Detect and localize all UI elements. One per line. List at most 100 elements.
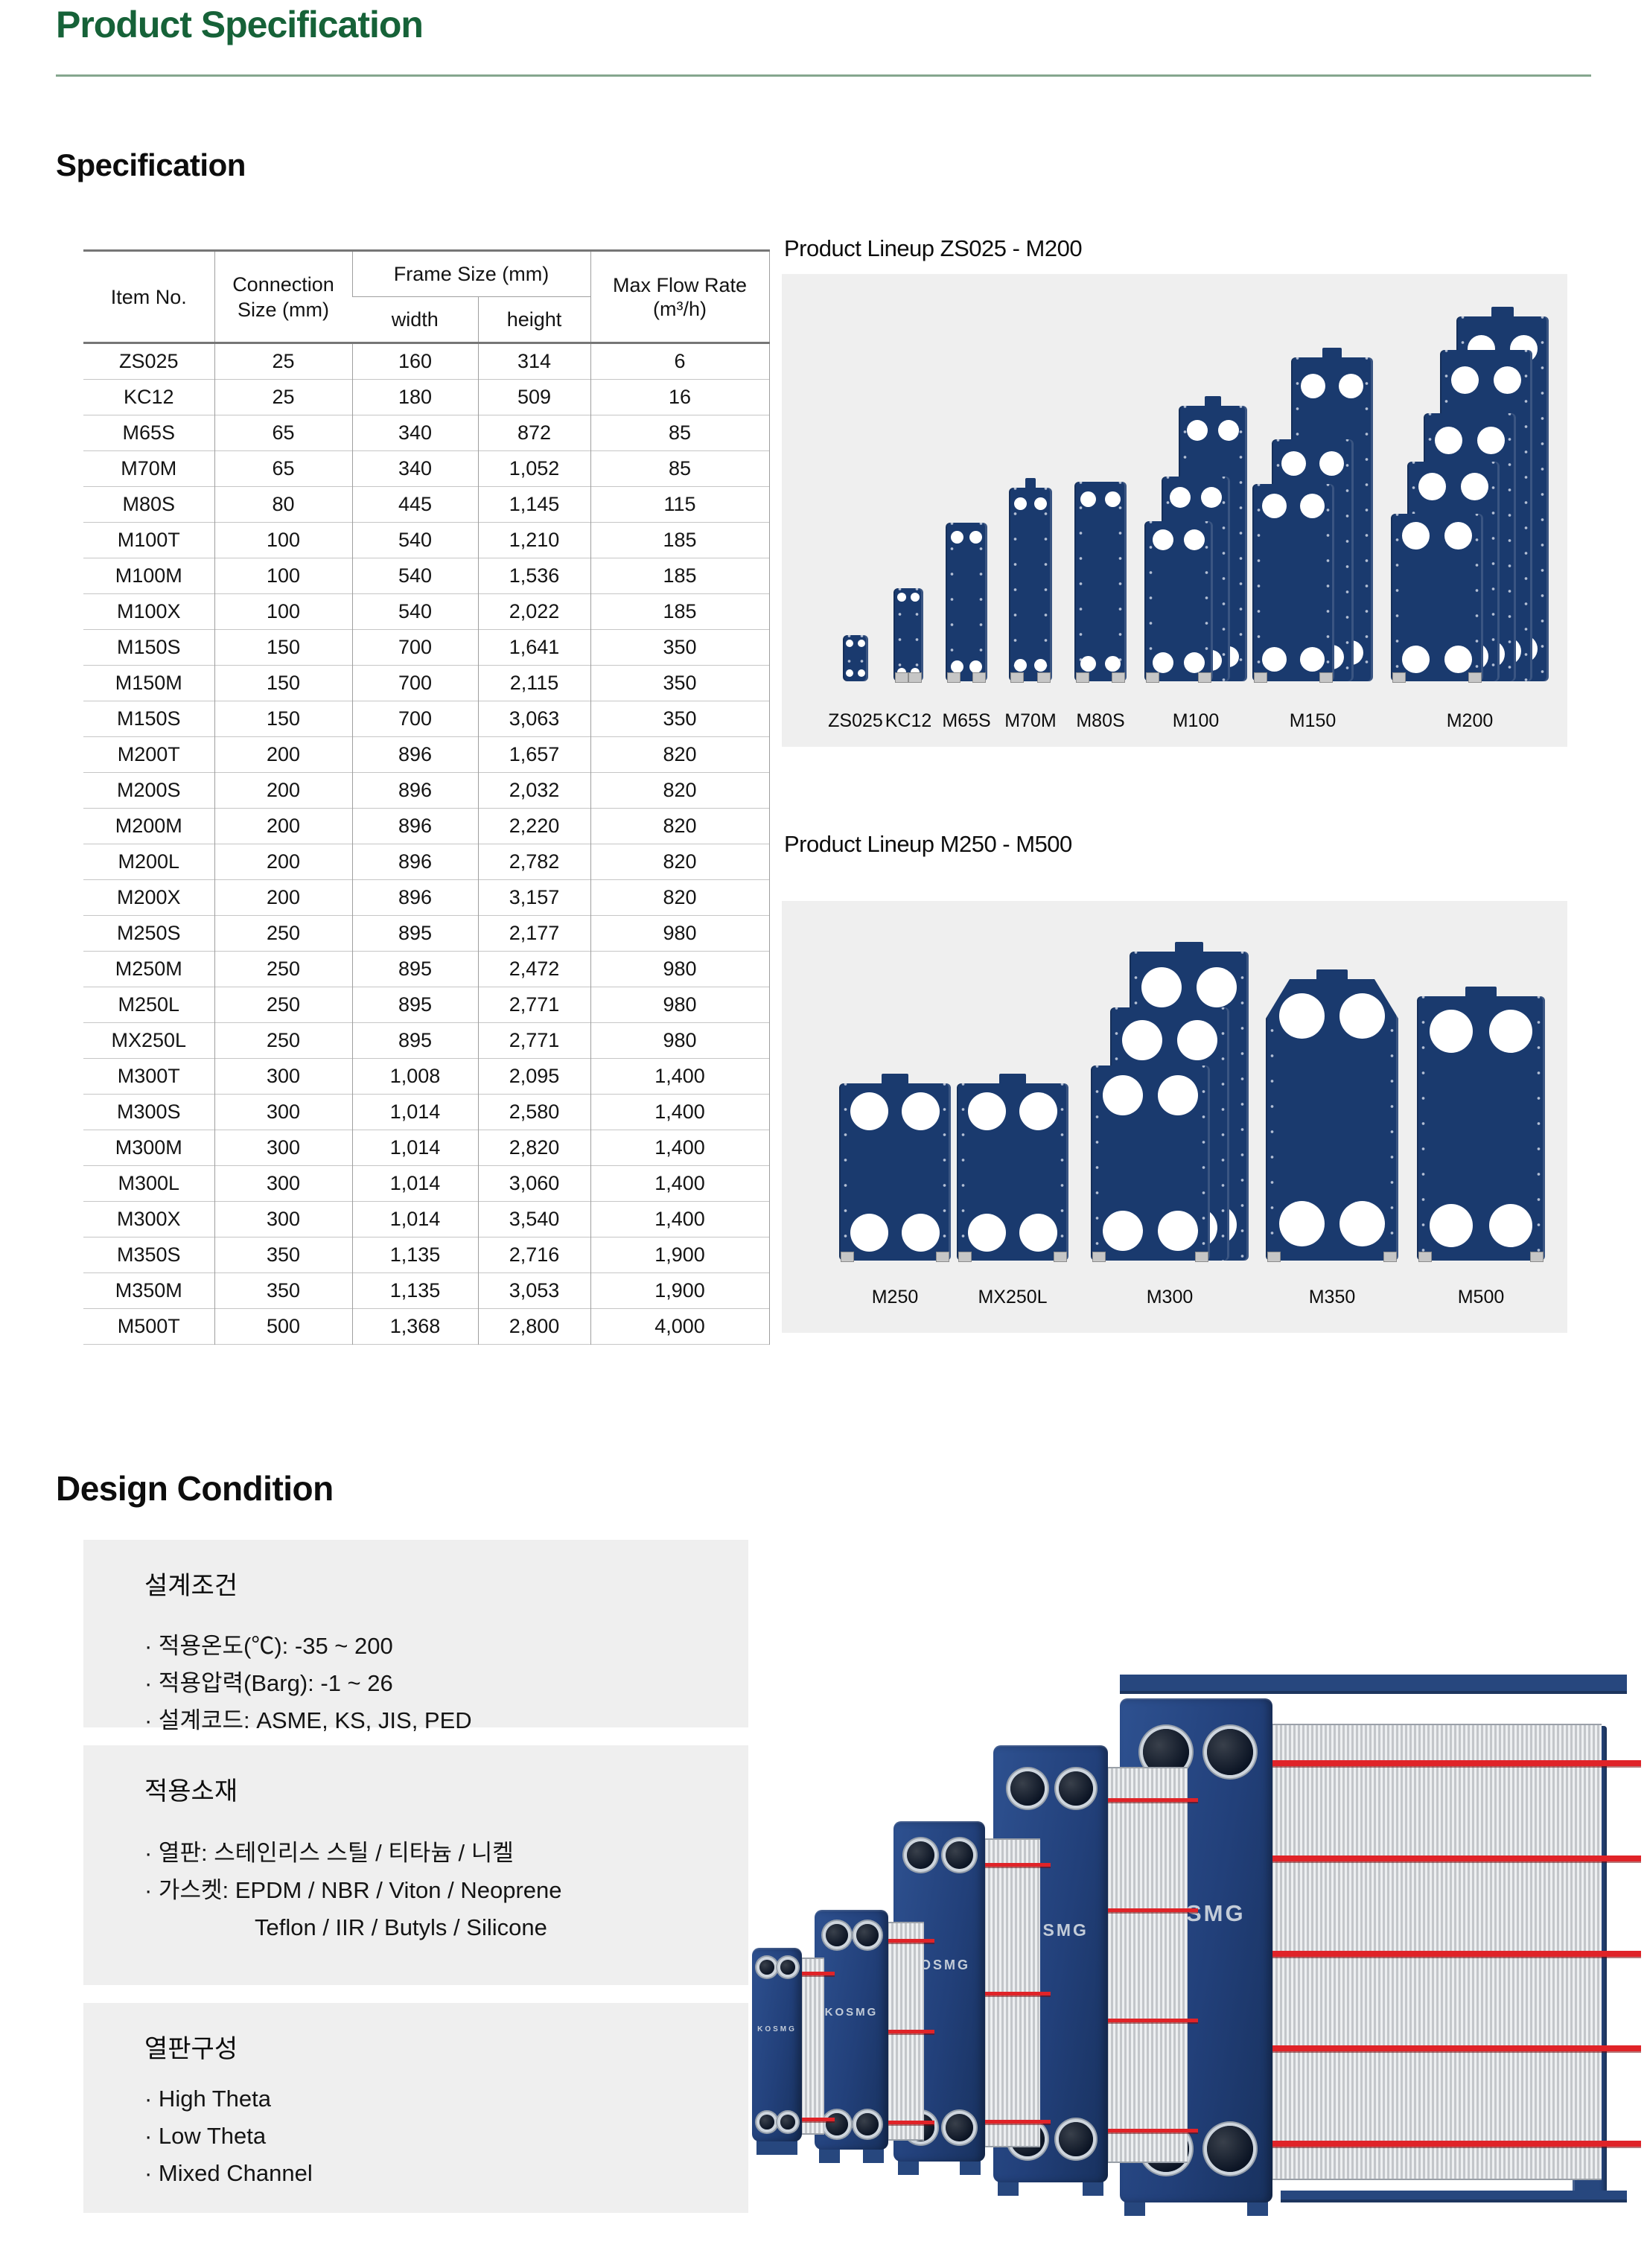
- tie-rod: [791, 1972, 835, 1975]
- frame-foot: [1083, 2179, 1103, 2196]
- plate-foot: [958, 1252, 972, 1262]
- table-cell: 350: [590, 629, 770, 666]
- frame-foot: [819, 2147, 840, 2163]
- top-nozzle-graphic: [1204, 396, 1222, 407]
- tie-rod: [1098, 2019, 1198, 2022]
- brand-logo: KOSMG: [824, 2006, 879, 2019]
- port-hole-icon: [1059, 1771, 1093, 1806]
- table-cell: M65S: [122, 421, 176, 444]
- table-cell: 896: [351, 879, 478, 916]
- port-hole-icon: [826, 2113, 848, 2135]
- table-cell: M150M: [115, 672, 182, 694]
- tie-rod: [975, 2120, 1051, 2124]
- table-cell: 65: [214, 415, 352, 451]
- port-hole-icon: [1019, 1092, 1057, 1130]
- table-row: MX250L 250 895 2,771 980: [83, 1022, 770, 1059]
- plate-foot: [1383, 1252, 1397, 1262]
- port-hole-icon: [780, 2115, 795, 2130]
- table-cell: M150S: [116, 707, 181, 730]
- table-cell: 896: [351, 736, 478, 773]
- port-hole-icon: [850, 1214, 888, 1252]
- plate-configuration-box-title: 열판구성: [144, 2035, 238, 2063]
- lineup-label: M80S: [1076, 710, 1125, 731]
- table-cell: M80S: [122, 493, 176, 515]
- table-cell: 115: [590, 486, 770, 523]
- table-cell: 700: [351, 629, 478, 666]
- table-cell: 100: [214, 522, 352, 558]
- top-nozzle-graphic: [882, 1074, 908, 1084]
- table-cell: 1,210: [477, 522, 590, 558]
- table-cell: 314: [477, 343, 590, 380]
- brand-logo: KOSMG: [757, 2025, 797, 2033]
- table-row: M300X 300 1,014 3,540 1,400: [83, 1201, 770, 1237]
- condition-item: · 적용압력(Barg): -1 ~ 26: [144, 1670, 393, 1696]
- table-cell: 200: [214, 736, 352, 773]
- table-cell: 160: [351, 343, 478, 380]
- plate-foot: [936, 1252, 949, 1262]
- port-hole-icon: [1141, 967, 1182, 1007]
- table-cell: 2,022: [477, 593, 590, 630]
- table-cell: 820: [590, 879, 770, 916]
- condition-item: · 열판: 스테인리스 스틸 / 티타늄 / 니켈: [144, 1840, 514, 1866]
- table-cell: 250: [214, 915, 352, 952]
- condition-item: · 설계코드: ASME, KS, JIS, PED: [144, 1707, 472, 1733]
- table-cell: 250: [214, 987, 352, 1023]
- port-hole-icon: [759, 1960, 774, 1975]
- lineup-label: KC12: [885, 710, 932, 731]
- table-cell: M500T: [117, 1315, 180, 1337]
- table-cell: 250: [214, 1022, 352, 1059]
- table-cell: M350S: [116, 1243, 181, 1266]
- port-hole-icon: [907, 1841, 934, 1869]
- tie-rod: [975, 1992, 1051, 1995]
- table-row: M350S 350 1,135 2,716 1,900: [83, 1237, 770, 1273]
- plate-graphic: [1009, 488, 1052, 681]
- port-hole-icon: [1059, 2122, 1093, 2156]
- table-row: M150M 150 700 2,115 350: [83, 665, 770, 701]
- port-hole-icon: [1158, 1211, 1198, 1251]
- plate-foot: [1146, 672, 1159, 683]
- table-cell: M250S: [116, 922, 181, 944]
- table-cell: M300S: [116, 1100, 181, 1123]
- table-row: M200T 200 896 1,657 820: [83, 736, 770, 773]
- table-cell: 25: [214, 343, 352, 380]
- table-cell: 350: [214, 1272, 352, 1309]
- frame-front-plate: KOSMG: [752, 1948, 802, 2141]
- port-hole-icon: [902, 1214, 940, 1252]
- port-hole-icon: [1494, 366, 1521, 394]
- port-hole-icon: [1301, 374, 1325, 398]
- col-header-max-flow-line1: Max Flow Rate: [612, 273, 748, 296]
- port-hole-icon: [780, 1960, 795, 1975]
- port-hole-icon: [1281, 451, 1306, 476]
- table-cell: 1,400: [590, 1201, 770, 1237]
- plate-graphic: [1074, 482, 1127, 681]
- table-cell: 1,657: [477, 736, 590, 773]
- applied-materials-box: 적용소재 · 열판: 스테인리스 스틸 / 티타늄 / 니켈 · 가스켓: EPD…: [83, 1745, 748, 1985]
- port-hole-icon: [1153, 529, 1173, 550]
- port-hole-icon: [1207, 1729, 1253, 1775]
- table-cell: 896: [351, 808, 478, 844]
- port-hole-icon: [1187, 420, 1208, 441]
- table-cell: 350: [214, 1237, 352, 1273]
- table-cell: 150: [214, 665, 352, 701]
- frame-top-beam: [1120, 1675, 1627, 1694]
- port-hole-icon: [1300, 494, 1325, 518]
- table-cell: M350M: [115, 1279, 182, 1302]
- table-cell: M100M: [115, 564, 182, 587]
- lineup-label: M250: [871, 1287, 919, 1307]
- table-cell: 1,014: [351, 1165, 478, 1202]
- table-cell: 2,820: [477, 1130, 590, 1166]
- port-hole-icon: [1201, 487, 1222, 508]
- condition-item: · Mixed Channel: [144, 2160, 313, 2186]
- table-cell: 340: [351, 415, 478, 451]
- table-cell: 1,900: [590, 1237, 770, 1273]
- port-hole-icon: [1418, 473, 1446, 500]
- table-cell: 80: [214, 486, 352, 523]
- port-hole-icon: [759, 2115, 774, 2130]
- port-hole-icon: [858, 640, 865, 647]
- table-cell: 896: [351, 772, 478, 809]
- tie-rod: [1262, 2045, 1641, 2051]
- table-cell: 300: [214, 1165, 352, 1202]
- table-cell: 2,220: [477, 808, 590, 844]
- plate-foot: [1267, 1252, 1281, 1262]
- title-rule: [56, 74, 1591, 77]
